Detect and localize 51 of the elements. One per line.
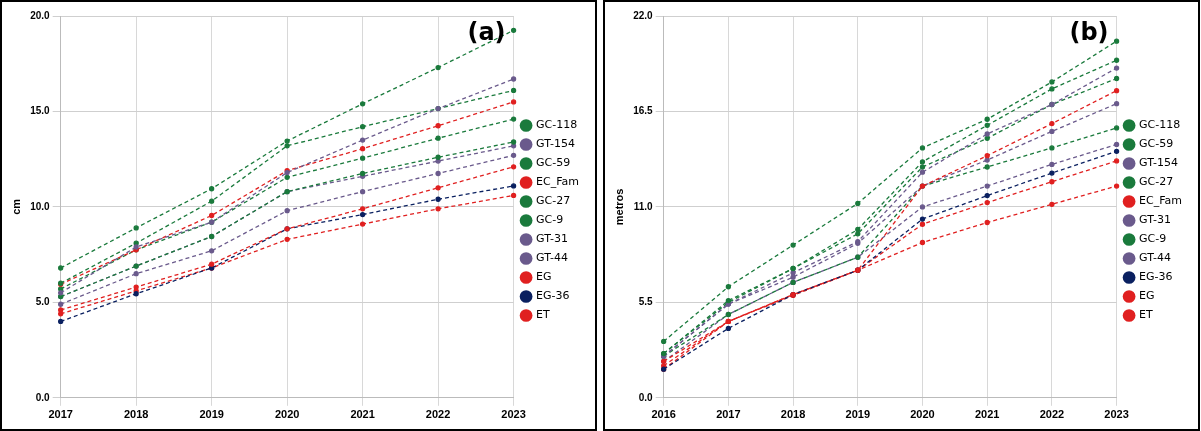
y-tick-label: 20.0 — [30, 9, 51, 21]
legend-label: EC_Fam — [536, 175, 579, 189]
y-tick-label: 11.0 — [633, 200, 654, 212]
legend-label: GT-154 — [1139, 156, 1178, 170]
x-tick-label: 2018 — [780, 408, 806, 421]
y-tick-label: 0.0 — [638, 391, 654, 403]
legend-label: GT-31 — [536, 232, 568, 246]
legend-label: GT-44 — [1139, 251, 1171, 265]
legend-label: GT-154 — [536, 137, 575, 151]
x-tick-label: 2023 — [1104, 408, 1129, 421]
y-tick-label: 10.0 — [30, 200, 51, 212]
y-axis-title: metros — [612, 188, 625, 226]
x-tick-label: 2021 — [350, 408, 375, 421]
y-axis-title: cm — [9, 198, 22, 215]
y-tick-label: 22.0 — [633, 9, 654, 21]
x-tick-label: 2020 — [910, 408, 935, 421]
legend-label: EG — [1139, 289, 1155, 303]
y-tick-label: 15.0 — [30, 105, 51, 117]
x-tick-label: 2019 — [845, 408, 871, 421]
legend-label: GC-27 — [1139, 175, 1174, 189]
x-tick-label: 2016 — [651, 408, 676, 421]
legend-label: GT-31 — [1139, 213, 1171, 227]
legend-label: GC-9 — [536, 213, 564, 227]
legend-label: GC-118 — [1139, 118, 1181, 132]
legend-label: GT-44 — [536, 251, 568, 265]
x-tick-label: 2017 — [48, 408, 73, 421]
x-tick-label: 2022 — [425, 408, 451, 421]
chart-title: (a) — [467, 18, 506, 47]
legend-label: EG — [536, 270, 552, 284]
x-tick-label: 2017 — [716, 408, 741, 421]
y-tick-label: 16.5 — [633, 105, 654, 117]
x-tick-label: 2023 — [501, 408, 526, 421]
x-tick-label: 2021 — [974, 408, 1000, 421]
x-tick-label: 2020 — [274, 408, 300, 421]
x-tick-label: 2022 — [1039, 408, 1065, 421]
legend-label: GC-118 — [536, 118, 578, 132]
legend-label: GC-27 — [536, 194, 571, 208]
legend-label: GC-9 — [1139, 232, 1167, 246]
x-tick-label: 2018 — [123, 408, 149, 421]
legend-label: EG-36 — [1139, 270, 1173, 284]
y-tick-label: 0.0 — [35, 391, 51, 403]
legend-label: ET — [536, 308, 551, 322]
legend-label: EC_Fam — [1139, 194, 1182, 208]
y-tick-label: 5.5 — [638, 296, 654, 308]
y-tick-label: 5.0 — [35, 296, 51, 308]
legend-label: GC-59 — [1139, 137, 1174, 151]
legend-label: GC-59 — [536, 156, 571, 170]
chart-title: (b) — [1069, 18, 1109, 47]
legend-label: ET — [1139, 308, 1154, 322]
x-tick-label: 2019 — [199, 408, 224, 421]
legend-label: EG-36 — [536, 289, 570, 303]
